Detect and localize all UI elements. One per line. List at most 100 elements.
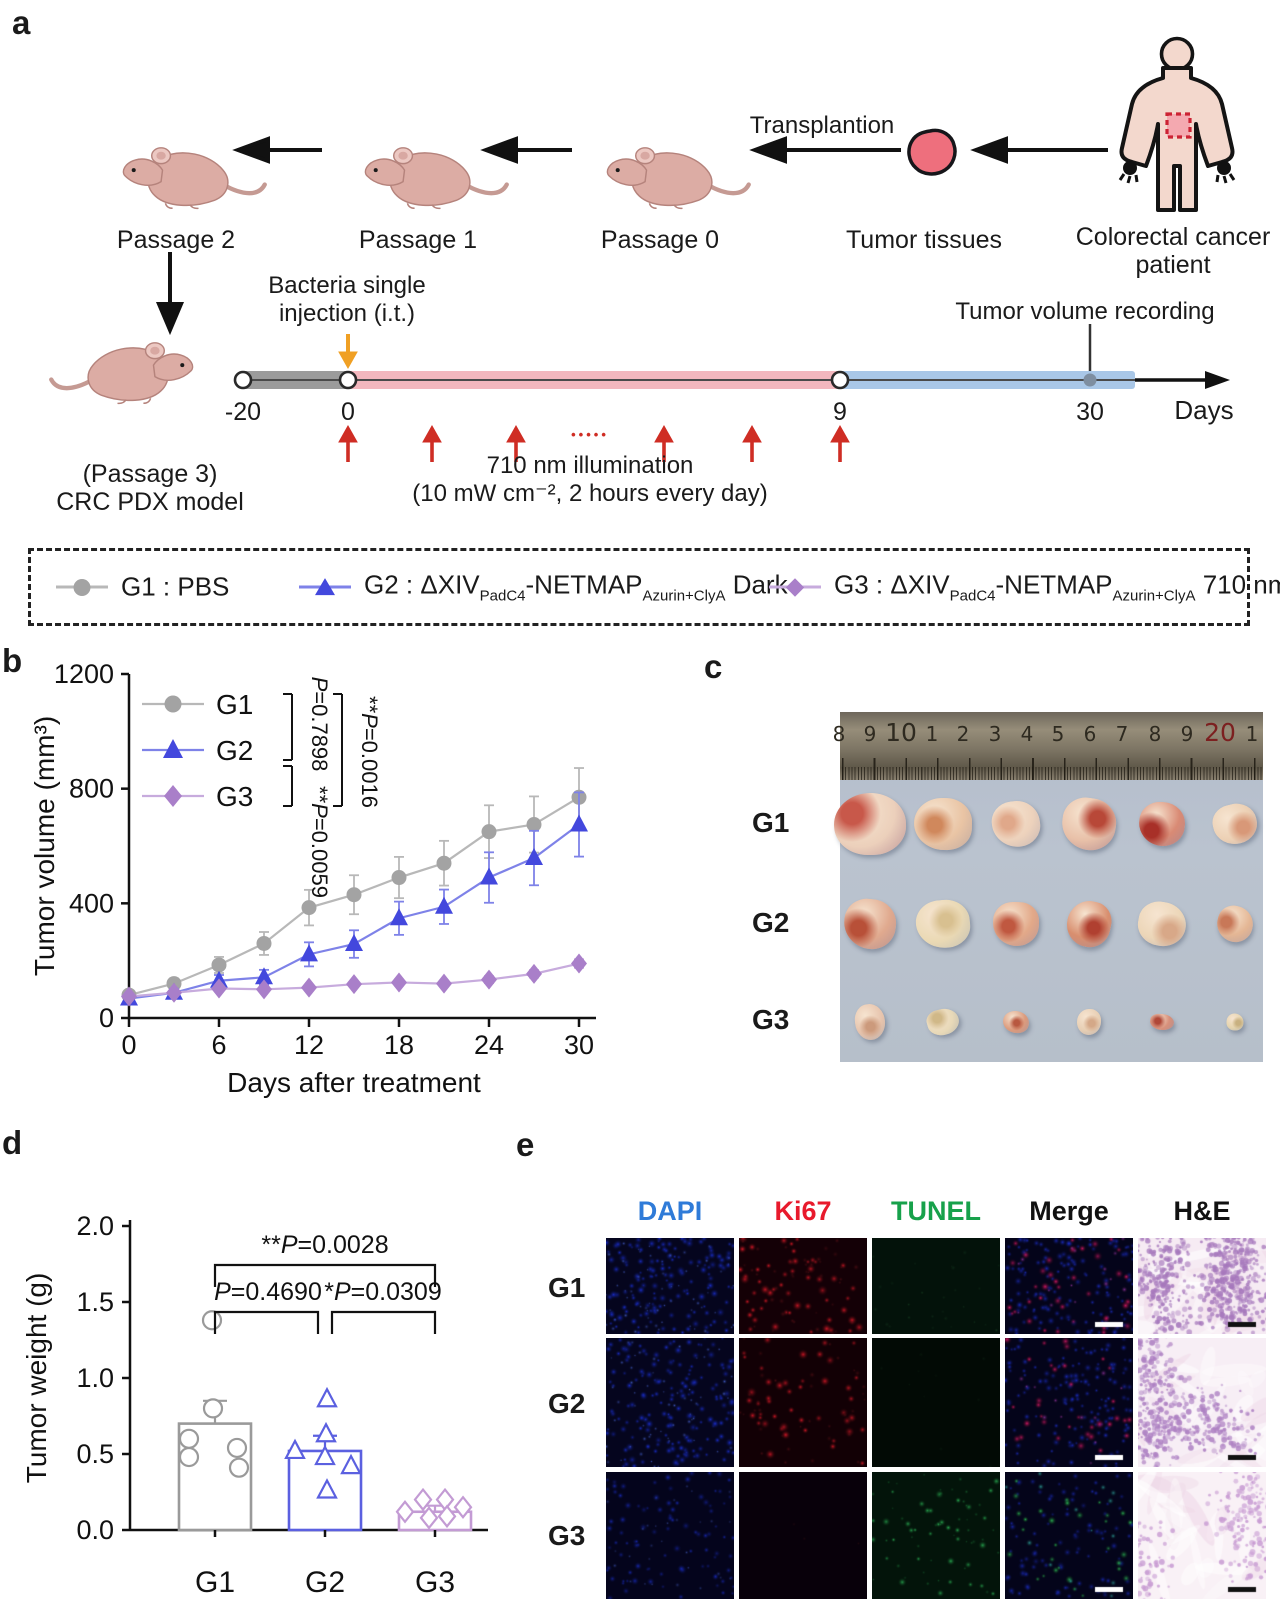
series-G2 [120, 791, 588, 1006]
passage2-label: Passage 2 [116, 226, 236, 254]
ruler-number: 1 [925, 722, 939, 746]
triangle-marker-icon [299, 577, 351, 595]
micrograph-g1-he [1138, 1238, 1266, 1334]
svg-text:400: 400 [69, 888, 114, 918]
svg-text:**P=0.0016: **P=0.0016 [357, 696, 382, 808]
p-bracket-G1-G2 [283, 693, 293, 761]
tumor-volume-chart: 0 400 800 1200 0 6 12 18 24 30 Days after treatmen… [29, 659, 596, 1098]
p-bracket-G2-G3 [283, 765, 293, 807]
illumination-arrows [338, 424, 850, 462]
svg-text:2.0: 2.0 [76, 1211, 114, 1241]
timeline-tick-0: 0 [341, 398, 355, 426]
tumor-g1-4 [1058, 794, 1120, 854]
transplantation-label: Transplantion [749, 112, 895, 139]
patient-label-line2: patient [1135, 251, 1211, 279]
ruler-number: 8 [832, 722, 846, 746]
illumination-dots: ••••• [571, 427, 609, 442]
svg-text:1.0: 1.0 [76, 1363, 114, 1393]
svg-text:24: 24 [474, 1030, 504, 1060]
micrograph-g2-ki67 [739, 1338, 867, 1467]
photo-row-label-g1: G1 [752, 807, 790, 838]
patient-tumor-site [1165, 112, 1192, 139]
legend-label-g1: G1 : PBS [121, 571, 230, 602]
bar-group-g1 [177, 1310, 253, 1537]
micrograph-g2-dapi [606, 1338, 734, 1467]
column-header-tunel: TUNEL [891, 1196, 981, 1226]
ruler-number: 9 [1180, 722, 1194, 746]
svg-text:12: 12 [294, 1030, 324, 1060]
microscopy-row-label-g3: G3 [548, 1520, 586, 1551]
ruler-number: 8 [1148, 722, 1162, 746]
legend-item-g3: G3 : ΔXIVPadC4-NETMAPAzurin+ClyA 710 nm [769, 570, 1280, 605]
column-header-merge: Merge [1029, 1196, 1109, 1226]
micrograph-g3-tunel [872, 1472, 1000, 1599]
micrograph-g2-merge [1005, 1338, 1133, 1467]
photo-row-label-g2: G2 [752, 907, 790, 938]
mouse-passage3-icon [51, 343, 192, 404]
svg-text:G2: G2 [216, 735, 253, 766]
flow-arrows [232, 136, 1108, 164]
series-G1 [121, 767, 587, 1003]
svg-text:1200: 1200 [54, 659, 114, 689]
pdx-label-line1: (Passage 3) [82, 460, 218, 488]
legend-label-g2: G2 : ΔXIVPadC4-NETMAPAzurin+ClyA Dark [364, 569, 788, 605]
tumor-g1-6 [1208, 799, 1262, 849]
microscopy-row-label-g2: G2 [548, 1388, 586, 1419]
bar-group-g2 [284, 1386, 363, 1537]
circle-marker-icon [56, 578, 108, 596]
micrograph-g2-tunel [872, 1338, 1000, 1467]
days-axis-label: Days [1174, 395, 1234, 425]
tumor-g2-1 [841, 896, 899, 952]
illumination-label-line2: (10 mW cm⁻², 2 hours every day) [412, 480, 768, 507]
svg-text:P=0.7898: P=0.7898 [307, 677, 332, 772]
tumor-g3-6 [1226, 1013, 1244, 1031]
injection-arrow [338, 334, 358, 370]
tumor-g3-1 [853, 1002, 887, 1042]
pdx-schematic [0, 36, 1236, 462]
legend-label-g3: G3 : ΔXIVPadC4-NETMAPAzurin+ClyA 710 nm [834, 569, 1280, 605]
svg-text:30: 30 [564, 1030, 594, 1060]
micrograph-g1-dapi [606, 1238, 734, 1334]
micrograph-g1-merge [1005, 1238, 1133, 1334]
svg-text:**P=0.0028: **P=0.0028 [261, 1231, 388, 1259]
svg-text:G1: G1 [195, 1566, 235, 1599]
mouse-passage1-icon [365, 148, 506, 209]
micrograph-g2-he [1138, 1338, 1266, 1467]
svg-text:0.5: 0.5 [76, 1439, 114, 1469]
svg-text:0.0: 0.0 [76, 1515, 114, 1545]
diamond-marker-icon [769, 577, 821, 597]
svg-text:P=0.4690: P=0.4690 [214, 1278, 322, 1306]
tumor-photo: 8 9 10 1 2 3 4 5 6 7 8 9 20 1 [833, 712, 1263, 1062]
tumor-g1-5 [1137, 800, 1187, 848]
photo-row-label-g3: G3 [752, 1004, 790, 1035]
timeline-tick-9: 9 [833, 398, 847, 426]
svg-text:1.5: 1.5 [76, 1287, 114, 1317]
svg-text:0: 0 [121, 1030, 136, 1060]
p-bracket-G1-G3 [213, 1263, 437, 1287]
svg-text:G1: G1 [216, 689, 253, 720]
tumor-g2-6 [1213, 902, 1257, 946]
illumination-label-line1: 710 nm illumination [486, 452, 694, 479]
panel-label-a: a [12, 4, 31, 41]
tumor-tissues-label: Tumor tissues [845, 226, 1003, 254]
patient-icon [1118, 36, 1236, 212]
tumor-tissue-icon [907, 128, 957, 176]
panel-label-d: d [2, 1124, 23, 1161]
ruler: 8 9 10 1 2 3 4 5 6 7 8 9 20 1 [833, 712, 1263, 780]
panel-label-b: b [2, 642, 23, 679]
tumor-g1-1 [833, 792, 907, 856]
y-axis-title: Tumor weight (g) [21, 1273, 52, 1484]
passage1-label: Passage 1 [358, 226, 478, 254]
svg-text:**P=0.0059: **P=0.0059 [307, 786, 332, 898]
tumor-g3-2 [924, 1005, 962, 1039]
injection-label-line1: Bacteria single [268, 272, 426, 299]
patient-label-line1: Colorectal cancer [1075, 223, 1271, 251]
column-header-ki67: Ki67 [774, 1196, 832, 1226]
tumor-g1-3 [989, 797, 1043, 851]
tumor-g3-5 [1149, 1012, 1175, 1032]
ruler-number: 1 [1245, 722, 1259, 746]
tumor-g2-3 [992, 901, 1040, 947]
svg-text:18: 18 [384, 1030, 414, 1060]
tumor-weight-chart: 0.0 0.5 1.0 1.5 2.0 Tumor weight (g) G1 G2 G3 **P… [21, 1211, 488, 1599]
ruler-number: 5 [1051, 722, 1065, 746]
